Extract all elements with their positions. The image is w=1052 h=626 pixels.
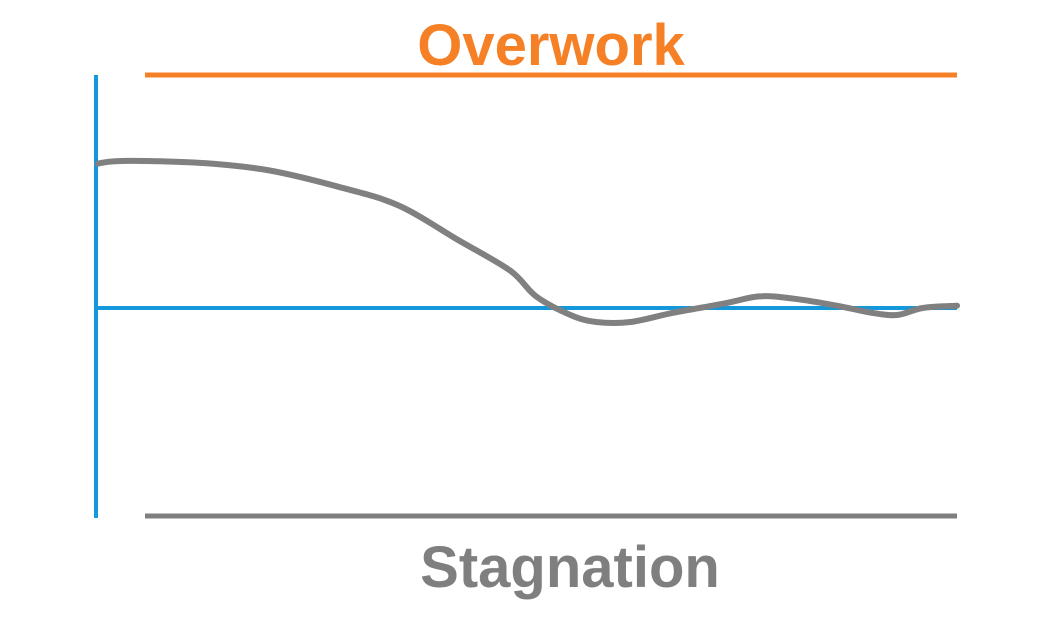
- stagnation-label: Stagnation: [420, 535, 720, 600]
- overwork-label: Overwork: [417, 13, 685, 78]
- damped-oscillation-curve: [95, 157, 960, 326]
